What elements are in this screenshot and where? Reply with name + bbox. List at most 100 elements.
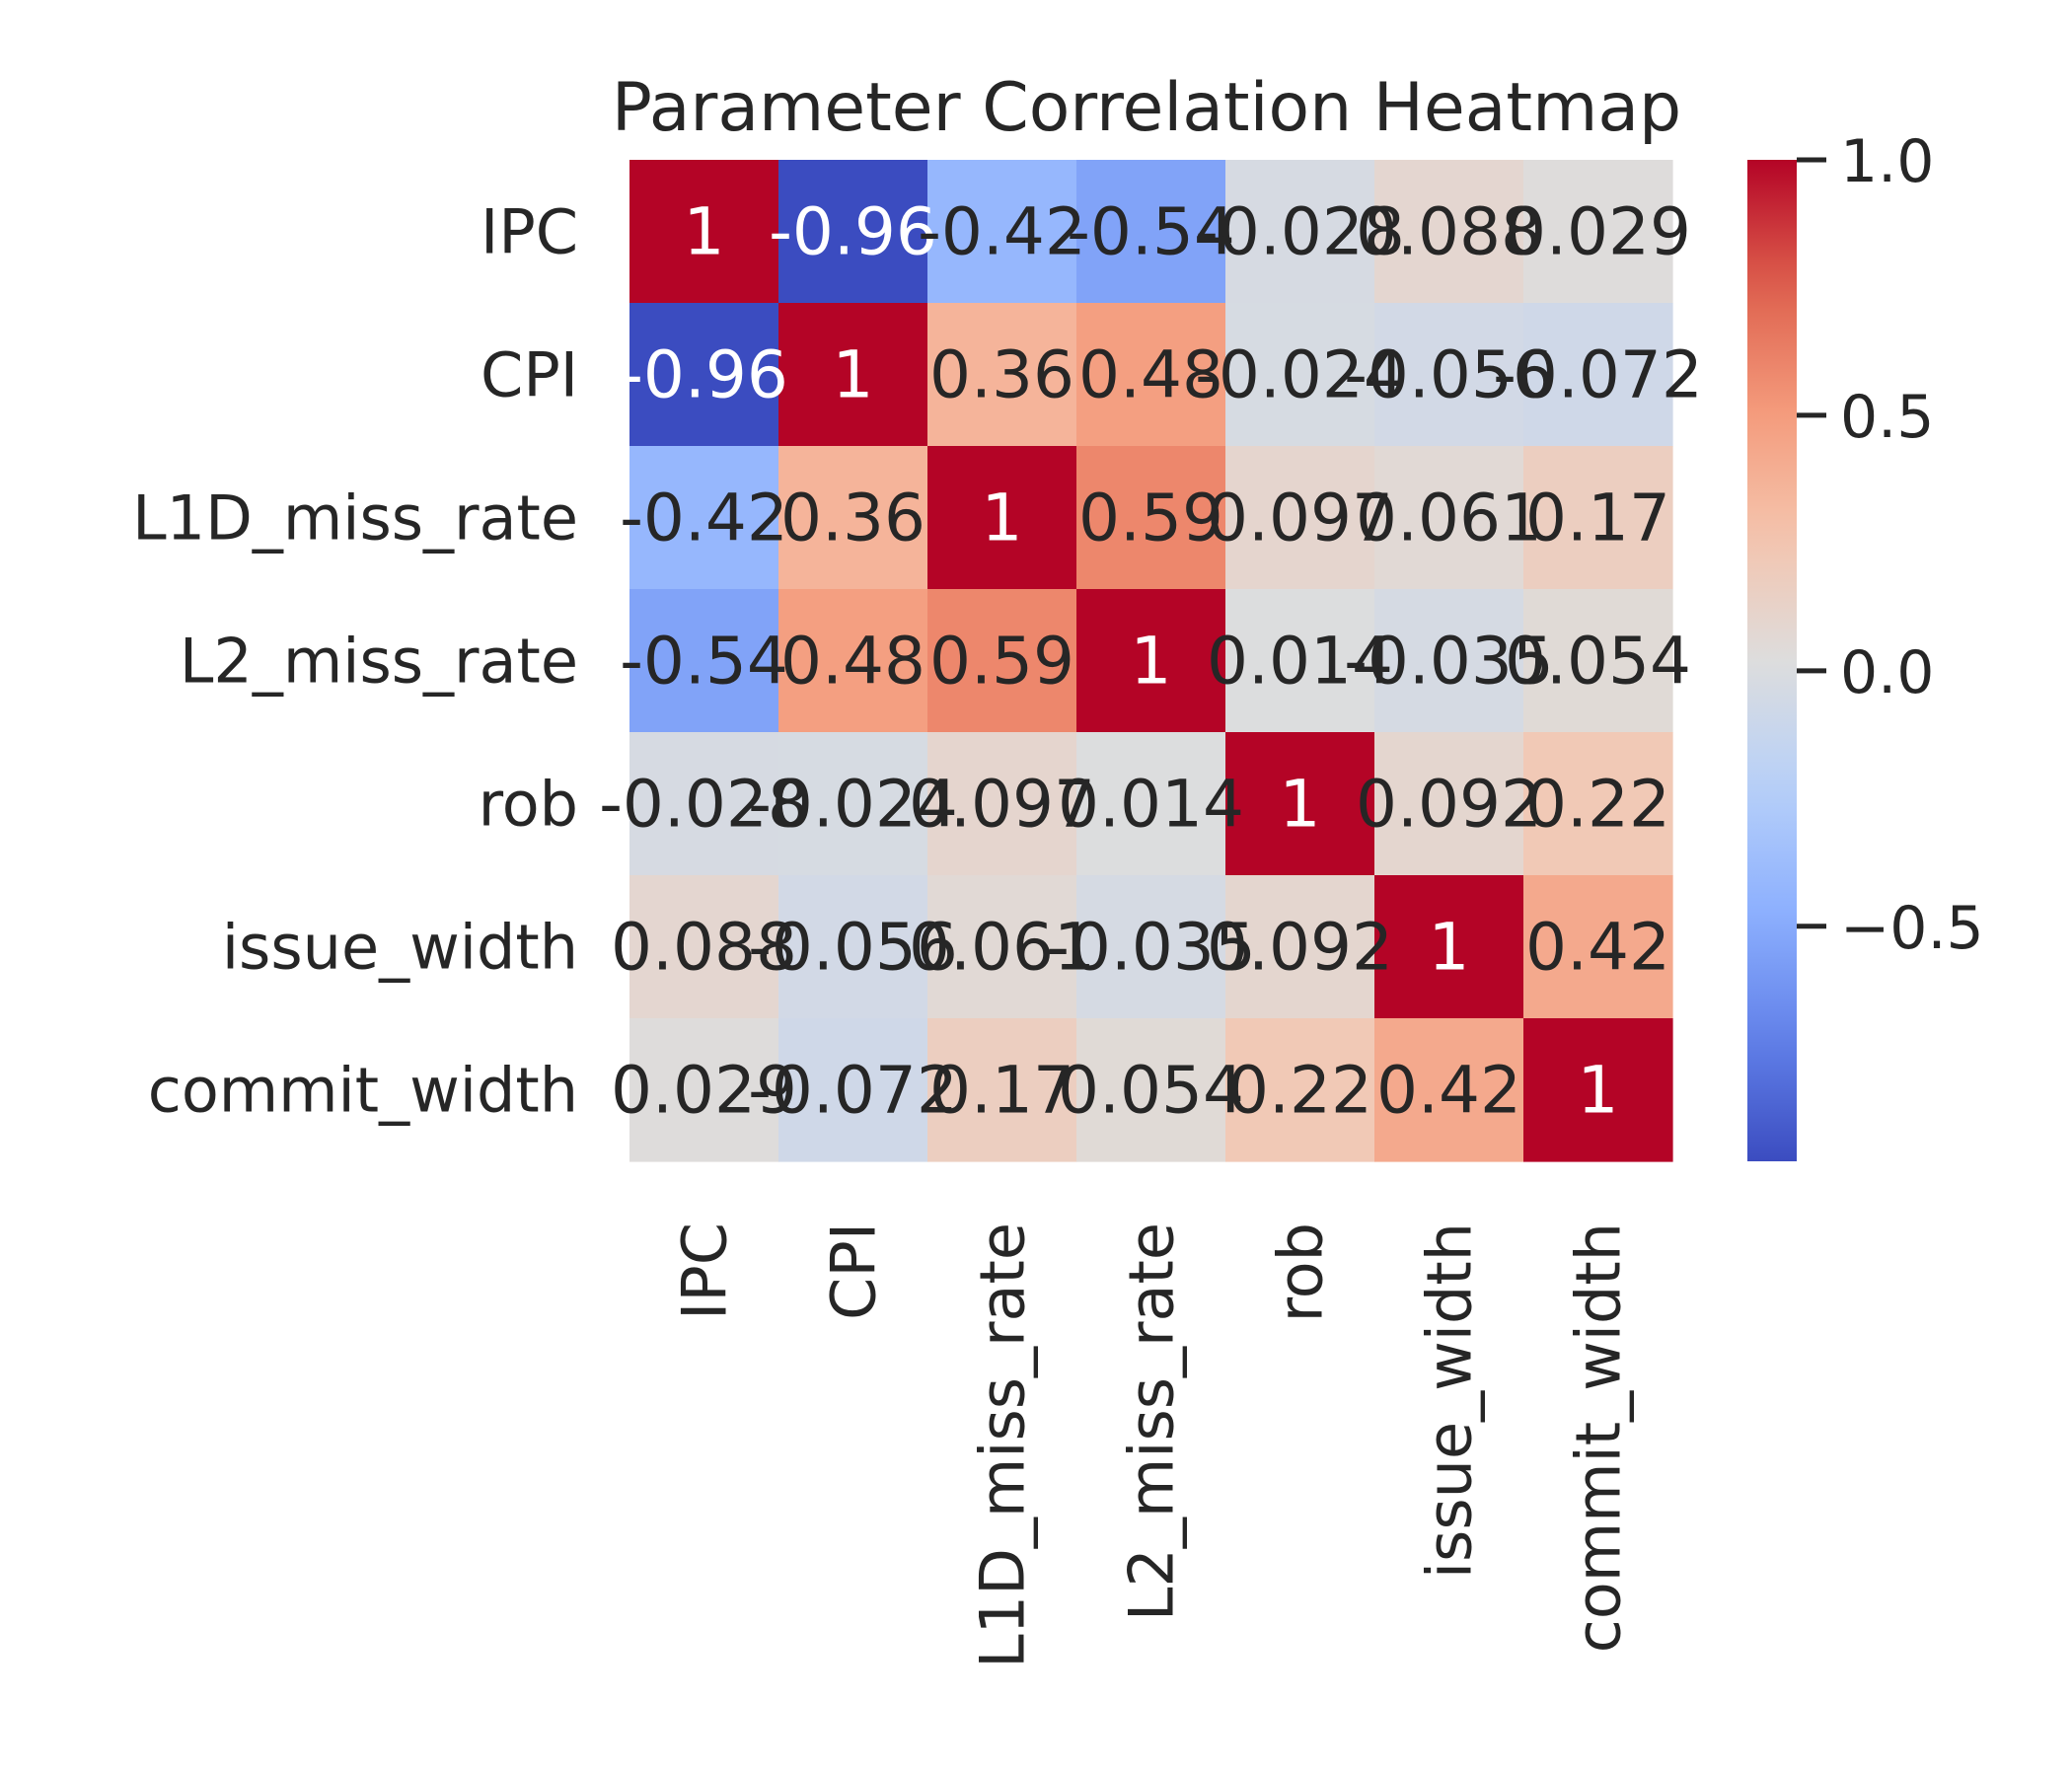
heatmap-cell [778, 875, 928, 1019]
heatmap-cell [1523, 589, 1673, 733]
x-tick-label: rob [1265, 1222, 1337, 1322]
cell-annotation: 1 [1280, 767, 1321, 843]
heatmap-cell [1076, 160, 1226, 304]
x-tick-labels: IPC CPI L1D_miss_rate L2_miss_rate rob issue_… [669, 1222, 1635, 1668]
y-tick-label: IPC [481, 196, 578, 268]
cell-annotation: -0.024 [1195, 337, 1405, 413]
cell-annotation: 0.59 [1078, 481, 1223, 556]
cell-annotation: 1 [982, 481, 1023, 556]
cell-annotation: 0.42 [1525, 910, 1670, 986]
heatmap-cell [1076, 303, 1226, 447]
x-tick-label: IPC [669, 1222, 741, 1320]
cell-annotation: -0.056 [1344, 337, 1554, 413]
x-tick-label: L2_miss_rate [1116, 1222, 1188, 1621]
cell-annotation: 0.36 [780, 481, 925, 556]
cell-annotation: 0.092 [1207, 910, 1393, 986]
heatmap-cell [1225, 1018, 1375, 1162]
colorbar-tick-label: −0.5 [1840, 894, 1984, 963]
y-tick-label: rob [479, 769, 578, 841]
colorbar-tick-label: 0.0 [1840, 638, 1934, 707]
heatmap-cell [778, 446, 928, 590]
colorbar-tick-label: 0.5 [1840, 383, 1934, 452]
cell-annotation: -0.96 [769, 194, 937, 270]
heatmap-cell [1225, 160, 1375, 304]
cell-annotation: 0.17 [1525, 481, 1670, 556]
heatmap-cell [629, 446, 779, 590]
heatmap-cell [629, 1018, 779, 1162]
heatmap-cell [1523, 732, 1673, 876]
cell-annotation: 0.097 [1207, 481, 1393, 556]
heatmap-cell [1374, 875, 1524, 1019]
heatmap-cell [629, 589, 779, 733]
heatmap-cell [629, 303, 779, 447]
colorbar-tick-label: 1.0 [1840, 127, 1934, 196]
heatmap-cell [778, 732, 928, 876]
heatmap-cell [1076, 732, 1226, 876]
cell-annotation: 0.092 [1356, 767, 1542, 843]
cell-annotation: 0.59 [929, 624, 1074, 700]
heatmap-cell [927, 1018, 1077, 1162]
cell-annotation: -0.056 [748, 910, 958, 986]
cell-annotation: 1 [1429, 910, 1470, 986]
cell-annotation: -0.42 [918, 194, 1086, 270]
heatmap-cell [1374, 1018, 1524, 1162]
y-tick-label: L2_miss_rate [180, 626, 578, 698]
chart-title: Parameter Correlation Heatmap [612, 69, 1681, 147]
colorbar [1747, 160, 1797, 1161]
colorbar-ticks: 1.0 0.5 0.0 −0.5 [1797, 127, 1984, 963]
heatmap-cell [1523, 875, 1673, 1019]
cell-annotation: -0.035 [1046, 910, 1256, 986]
y-tick-label: CPI [481, 339, 578, 411]
heatmap-cell [1076, 589, 1226, 733]
heatmap-cell [1374, 732, 1524, 876]
heatmap-cell [778, 1018, 928, 1162]
cell-annotation: 0.088 [611, 910, 797, 986]
cell-annotation: 0.097 [909, 767, 1095, 843]
cell-annotation: 0.088 [1356, 194, 1542, 270]
heatmap-cell [1076, 446, 1226, 590]
cell-annotation: 0.054 [1505, 624, 1691, 700]
heatmap-cell [1374, 303, 1524, 447]
heatmap-cell [1374, 589, 1524, 733]
heatmap-cell [1225, 589, 1375, 733]
cell-annotation: 0.42 [1376, 1053, 1521, 1129]
cell-annotation: -0.024 [748, 767, 958, 843]
cell-annotation: 1 [833, 337, 874, 413]
heatmap-cell [1225, 446, 1375, 590]
cell-annotation: 0.36 [929, 337, 1074, 413]
cell-annotation: 0.014 [1207, 624, 1393, 700]
heatmap-cell [927, 589, 1077, 733]
cell-annotation: 0.054 [1058, 1053, 1244, 1129]
cell-annotation: 1 [1578, 1053, 1619, 1129]
heatmap-cells [629, 160, 1673, 1162]
cell-annotation: 0.029 [611, 1053, 797, 1129]
x-tick-label: commit_width [1563, 1222, 1635, 1653]
y-tick-label: issue_width [222, 912, 578, 984]
cell-annotation: 0.22 [1227, 1053, 1372, 1129]
heatmap-cell [629, 160, 779, 304]
heatmap-cell [927, 160, 1077, 304]
cell-annotation: -0.028 [599, 767, 809, 843]
x-tick-label: issue_width [1414, 1222, 1486, 1579]
heatmap-cell [629, 875, 779, 1019]
heatmap-cell [1374, 160, 1524, 304]
x-tick-label: CPI [818, 1222, 890, 1320]
cell-annotation: 0.014 [1058, 767, 1244, 843]
y-tick-label: commit_width [148, 1055, 578, 1127]
heatmap-cell [778, 160, 928, 304]
heatmap-cell [1076, 1018, 1226, 1162]
cell-annotation: 0.029 [1505, 194, 1691, 270]
heatmap-cell [927, 875, 1077, 1019]
cell-annotation: 0.17 [929, 1053, 1074, 1129]
heatmap-cell [778, 589, 928, 733]
y-tick-label: L1D_miss_rate [132, 482, 578, 555]
heatmap-cell [1374, 446, 1524, 590]
cell-annotation: -0.42 [620, 481, 788, 556]
heatmap-cell [1225, 875, 1375, 1019]
heatmap-cell [1523, 1018, 1673, 1162]
heatmap-cell [927, 446, 1077, 590]
x-tick-label: L1D_miss_rate [967, 1222, 1039, 1668]
